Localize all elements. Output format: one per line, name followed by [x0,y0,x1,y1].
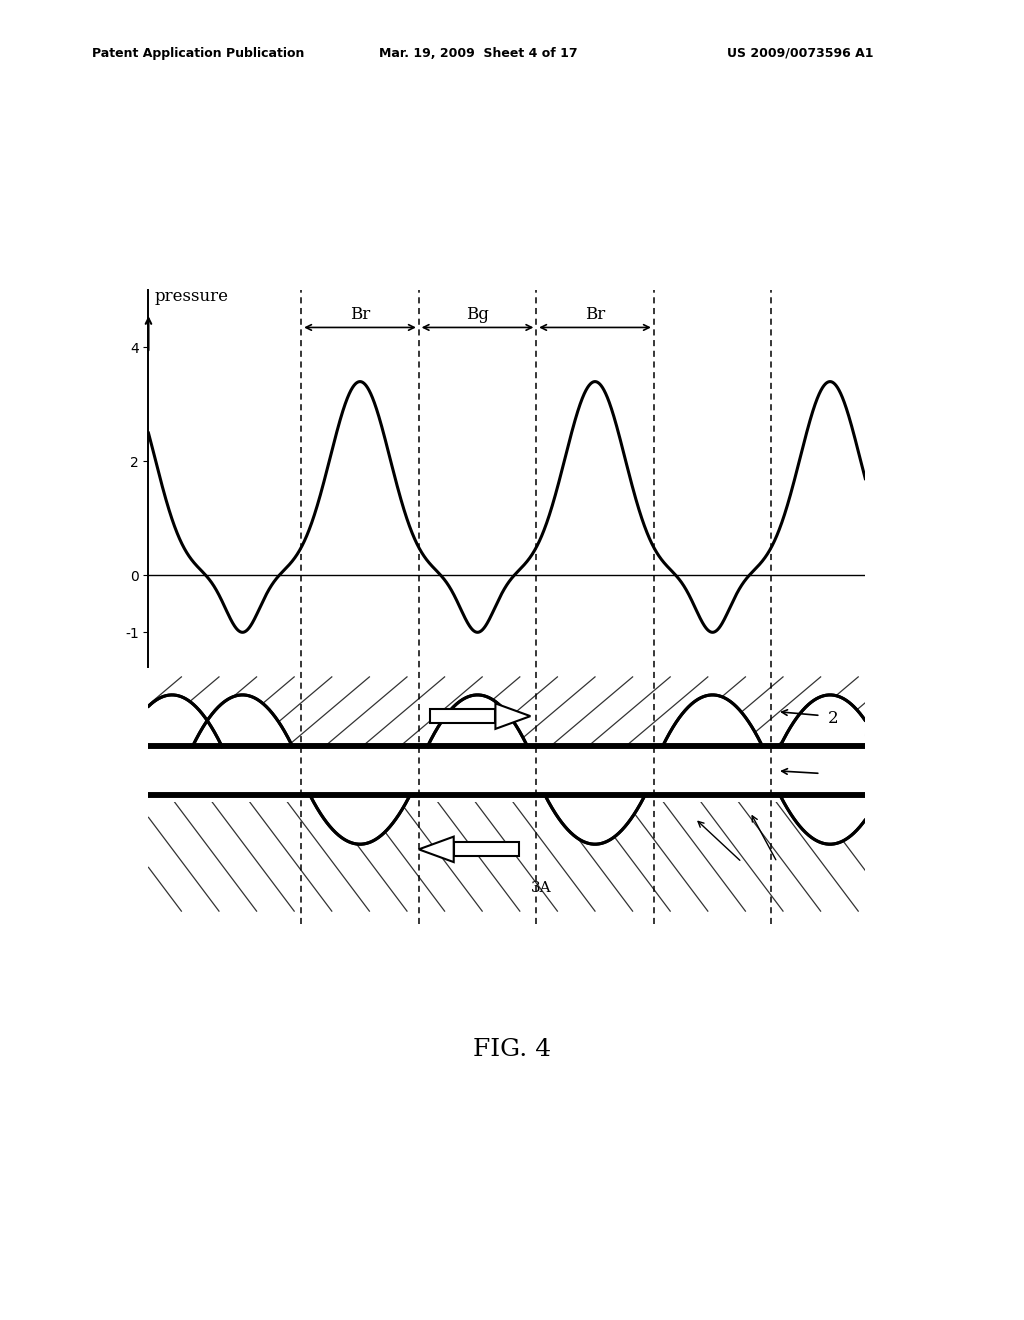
Polygon shape [780,795,865,845]
Bar [454,842,518,857]
Bar [430,709,496,723]
Text: Br: Br [350,306,370,323]
Text: FIG. 4: FIG. 4 [473,1038,551,1061]
Polygon shape [545,795,645,845]
Bar [148,746,865,795]
Polygon shape [419,837,454,862]
Text: Bg: Bg [466,306,488,323]
Bar [148,746,865,801]
Text: 1: 1 [827,767,839,784]
Polygon shape [310,795,410,845]
Polygon shape [428,694,527,746]
Polygon shape [663,694,763,746]
Polygon shape [496,704,530,729]
Polygon shape [148,694,222,746]
Text: Br: Br [585,306,605,323]
Text: 3A: 3A [530,880,551,895]
Text: Mar. 19, 2009  Sheet 4 of 17: Mar. 19, 2009 Sheet 4 of 17 [379,46,578,59]
Polygon shape [193,694,293,746]
Polygon shape [780,694,865,746]
Text: Patent Application Publication: Patent Application Publication [92,46,304,59]
Text: US 2009/0073596 A1: US 2009/0073596 A1 [727,46,873,59]
Text: 2: 2 [827,710,839,726]
Text: pressure: pressure [155,288,228,305]
